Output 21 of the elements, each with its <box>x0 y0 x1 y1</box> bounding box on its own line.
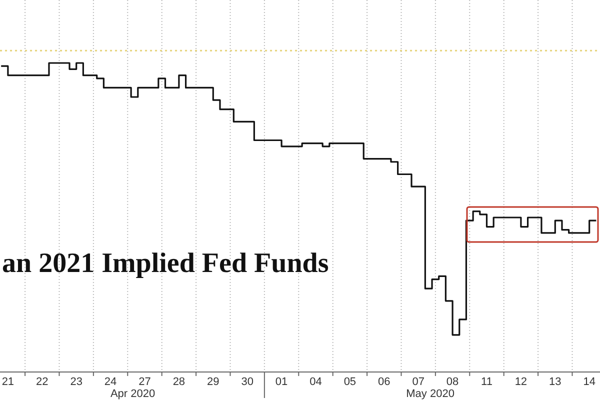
x-tick-label: 07 <box>412 376 424 388</box>
x-tick-label: 04 <box>310 376 322 388</box>
text: May 2020 <box>406 388 454 400</box>
x-tick-label: 23 <box>70 376 82 388</box>
x-tick-label: 06 <box>378 376 390 388</box>
x-tick-label: 28 <box>172 376 186 388</box>
x-tick-label: 12 <box>514 376 528 388</box>
x-tick-label: 11 <box>481 376 492 388</box>
x-tick-label: 30 <box>241 376 254 388</box>
x-tick-label: 01 <box>275 376 288 388</box>
x-tick-label: 29 <box>207 376 220 388</box>
x-tick-label: 27 <box>138 376 151 388</box>
x-tick-label: 08 <box>446 376 459 388</box>
text: Apr 2020 <box>110 388 156 400</box>
x-tick-label: 21 <box>2 376 14 388</box>
x-tick-label: 05 <box>344 376 356 388</box>
text: an 2021 Implied Fed Funds <box>2 248 329 279</box>
x-tick-label: 13 <box>549 376 562 388</box>
x-tick-label: 22 <box>36 376 48 388</box>
x-tick-label: 24 <box>104 376 117 388</box>
x-tick-label: 14 <box>583 376 596 388</box>
